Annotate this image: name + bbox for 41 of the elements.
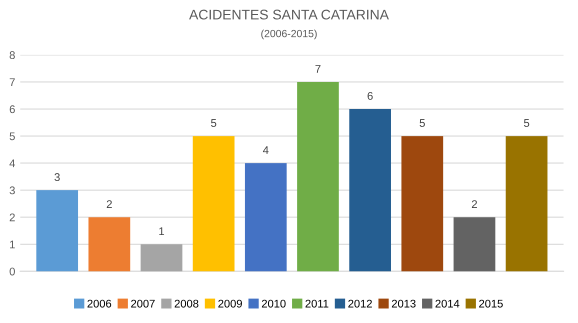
data-label: 6 xyxy=(368,92,373,100)
y-tick-label: 5 xyxy=(10,132,15,140)
y-tick-label: 1 xyxy=(10,240,15,248)
bar xyxy=(297,82,339,272)
y-tick-label: 3 xyxy=(10,186,15,194)
chart-subtitle: (2006-2015) xyxy=(261,30,317,40)
bar xyxy=(36,190,78,272)
legend-label: 2014 xyxy=(436,300,460,308)
bar xyxy=(454,217,496,272)
bar xyxy=(244,163,287,272)
bar xyxy=(88,217,130,272)
legend-label: 2011 xyxy=(306,300,328,308)
data-label: 1 xyxy=(159,227,164,236)
bar xyxy=(192,136,235,272)
y-tick-label: 6 xyxy=(10,105,15,114)
data-label: 4 xyxy=(262,146,269,154)
bar xyxy=(140,244,182,272)
legend-label: 2009 xyxy=(218,300,242,308)
y-tick-label: 4 xyxy=(9,159,16,168)
data-label: 2 xyxy=(106,200,112,208)
y-tick-label: 8 xyxy=(10,51,15,60)
y-tick-label: 2 xyxy=(10,213,15,222)
y-tick-label: 0 xyxy=(10,268,15,276)
bar xyxy=(506,136,548,272)
legend-label: 2006 xyxy=(88,300,112,308)
legend-label: 2008 xyxy=(174,300,198,308)
bar xyxy=(401,136,444,272)
legend-label: 2012 xyxy=(348,300,372,308)
data-label: 7 xyxy=(315,65,320,73)
legend-label: 2015 xyxy=(479,300,503,308)
y-tick-label: 7 xyxy=(10,78,15,86)
legend-label: 2007 xyxy=(131,300,155,308)
chart-title: ACIDENTES SANTA CATARINA xyxy=(189,10,389,20)
data-label: 5 xyxy=(524,119,530,127)
data-label: 5 xyxy=(420,119,425,127)
data-label: 3 xyxy=(54,173,60,182)
data-label: 2 xyxy=(472,200,477,208)
data-label: 5 xyxy=(211,119,216,127)
legend-label: 2013 xyxy=(392,300,416,308)
bar xyxy=(349,109,391,272)
legend-label: 2010 xyxy=(262,300,286,308)
